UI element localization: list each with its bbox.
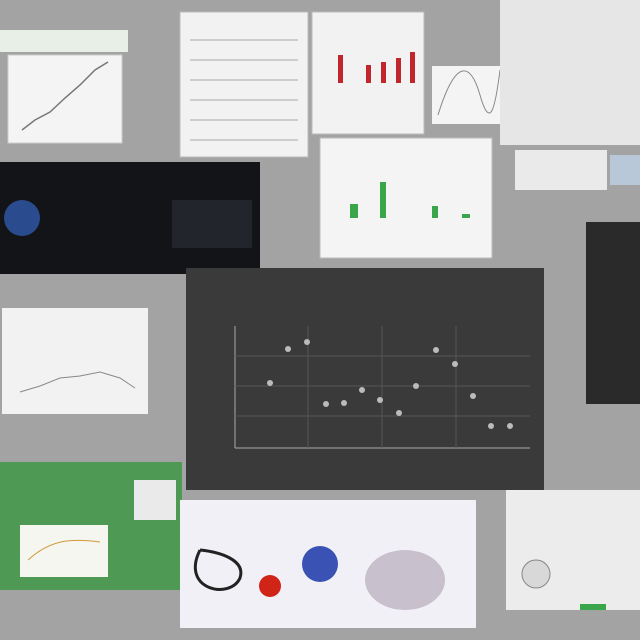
scatter-panel: [186, 268, 544, 490]
dark-image: [586, 222, 640, 404]
blue-sphere: [302, 546, 338, 582]
white-chart: [2, 308, 148, 414]
brain-image: [365, 550, 445, 610]
small-card: [134, 480, 176, 520]
grid: [235, 326, 530, 448]
text-page: [500, 0, 640, 145]
line: [21, 61, 109, 131]
line-chart-card: [0, 30, 128, 144]
green-bar-chart: [319, 137, 493, 259]
green-panel-line: [27, 539, 101, 561]
diagram-bar: [580, 604, 606, 610]
text-card: [515, 150, 607, 190]
white-chart-line: [19, 371, 136, 393]
scatter-background: [186, 268, 544, 490]
scatter-dots: [267, 339, 513, 429]
red-bars: [338, 52, 415, 83]
red-ball: [259, 575, 281, 597]
diagram-card: [506, 490, 640, 610]
diagram-circle: [521, 559, 551, 589]
stethoscope: [193, 548, 243, 591]
dark-inset: [172, 200, 252, 248]
curve: [437, 69, 501, 116]
blue-card: [610, 155, 640, 185]
green-panel-chart: [20, 525, 108, 577]
curve-card: [432, 66, 502, 124]
document-lines: [190, 39, 298, 141]
green-bars: [350, 182, 470, 218]
globe: [4, 200, 40, 236]
card-header: [0, 30, 128, 52]
document: [179, 11, 309, 158]
